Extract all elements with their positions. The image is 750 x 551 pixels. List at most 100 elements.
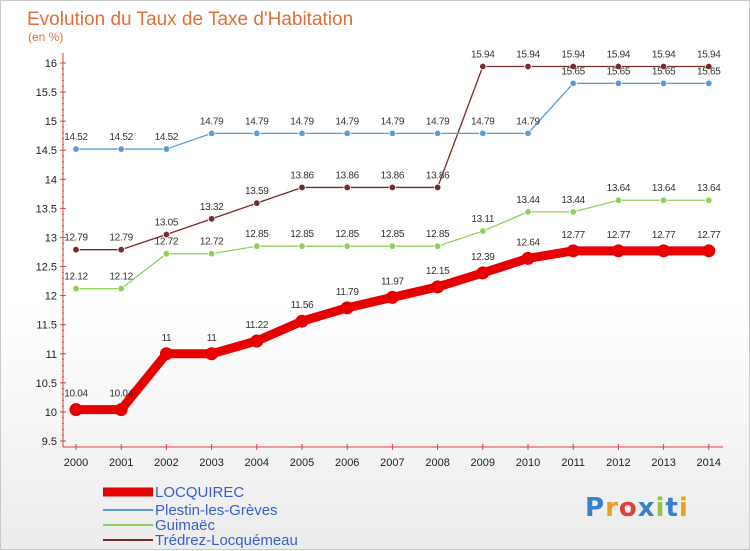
data-label: 11.79	[336, 287, 360, 298]
data-point	[479, 129, 487, 138]
data-label: 14.79	[200, 116, 224, 127]
x-tick-label: 2013	[651, 457, 675, 469]
data-point	[388, 183, 397, 192]
x-tick-label: 2012	[606, 457, 630, 469]
data-point	[385, 290, 399, 304]
data-point	[433, 242, 442, 250]
data-label: 13.44	[561, 195, 585, 206]
data-point	[117, 245, 125, 254]
data-point	[207, 250, 216, 258]
x-tick-label: 2008	[425, 457, 449, 469]
x-tick-label: 2000	[64, 457, 88, 469]
y-tick-label: 13.5	[36, 203, 57, 215]
data-label: 12.12	[64, 272, 88, 283]
data-point	[659, 62, 668, 71]
data-point	[569, 62, 577, 71]
data-label: 12.77	[607, 230, 631, 241]
y-tick-label: 16	[45, 58, 57, 70]
data-label: 12.79	[109, 233, 133, 244]
data-point	[253, 129, 261, 138]
data-label: 10.04	[64, 389, 88, 400]
series-line	[71, 246, 714, 415]
data-label: 14.52	[64, 132, 88, 143]
data-point	[657, 244, 671, 258]
data-label: 12.79	[64, 233, 88, 244]
data-point	[250, 334, 264, 348]
data-point	[705, 196, 713, 204]
data-point	[705, 62, 713, 71]
data-point	[388, 129, 397, 138]
x-tick-label: 2006	[335, 457, 359, 469]
data-label: 15.65	[652, 66, 676, 77]
y-tick-label: 13	[45, 232, 57, 244]
data-label: 14.79	[471, 116, 495, 127]
x-tick-label: 2007	[380, 457, 404, 469]
data-point	[298, 242, 306, 250]
data-label: 13.05	[155, 218, 179, 229]
data-label: 11.22	[245, 320, 269, 331]
data-label: 13.44	[516, 195, 540, 206]
y-tick-label: 12	[45, 291, 57, 303]
x-tick-label: 2005	[290, 457, 314, 469]
data-point	[343, 129, 351, 138]
data-label: 13.86	[335, 170, 359, 181]
data-label: 15.94	[652, 49, 676, 60]
data-point	[159, 347, 173, 361]
y-tick-label: 10	[45, 407, 57, 419]
data-point	[72, 145, 80, 153]
data-label: 11.97	[381, 276, 405, 287]
data-label: 11	[162, 333, 173, 344]
data-point	[117, 284, 125, 293]
data-label: 14.52	[155, 132, 179, 143]
data-point	[340, 301, 354, 315]
data-point	[72, 284, 80, 293]
data-label: 13.86	[381, 170, 405, 181]
data-label: 15.94	[561, 49, 585, 60]
data-point	[476, 266, 490, 280]
data-label: 15.94	[697, 49, 721, 60]
data-label: 12.85	[426, 229, 450, 240]
x-tick-label: 2003	[199, 457, 223, 469]
data-point	[611, 244, 625, 258]
data-label: 11	[207, 333, 218, 344]
data-label: 15.65	[697, 66, 721, 77]
y-tick-label: 10.5	[36, 378, 57, 390]
data-label: 14.79	[335, 116, 359, 127]
data-label: 12.77	[697, 230, 721, 241]
data-label: 12.15	[426, 266, 450, 277]
data-point	[566, 244, 580, 258]
x-tick-label: 2011	[561, 457, 585, 469]
data-point	[205, 347, 219, 361]
data-point	[295, 314, 309, 328]
data-label: 12.85	[290, 229, 314, 240]
x-tick-label: 2002	[154, 457, 178, 469]
legend-label: Plestin-les-Grèves	[155, 502, 278, 519]
data-point	[702, 244, 716, 258]
y-tick-label: 9.5	[42, 436, 57, 448]
data-label: 14.79	[516, 116, 540, 127]
y-tick-label: 14	[45, 174, 57, 186]
data-point	[298, 183, 306, 192]
data-label: 13.32	[200, 202, 224, 213]
data-label: 15.65	[561, 66, 585, 77]
data-point	[207, 129, 216, 138]
legend-label: LOCQUIREC	[155, 484, 244, 501]
chart-title: Evolution du Taux de Taxe d'Habitation	[27, 9, 353, 30]
data-point	[253, 242, 261, 250]
data-point	[705, 79, 713, 88]
data-point	[298, 129, 306, 138]
data-point	[388, 242, 397, 250]
data-label: 12.77	[652, 230, 676, 241]
data-label: 15.94	[516, 49, 540, 60]
data-point	[569, 79, 577, 88]
data-point	[569, 208, 577, 216]
y-tick-label: 11	[46, 349, 57, 361]
x-tick-label: 2001	[109, 457, 133, 469]
legend-label: Trédrez-Locquémeau	[155, 532, 298, 549]
data-label: 12.72	[200, 237, 224, 248]
data-label: 13.86	[290, 170, 314, 181]
data-label: 14.52	[109, 132, 133, 143]
data-label: 14.79	[290, 116, 314, 127]
data-point	[162, 250, 171, 258]
data-point	[162, 230, 171, 239]
